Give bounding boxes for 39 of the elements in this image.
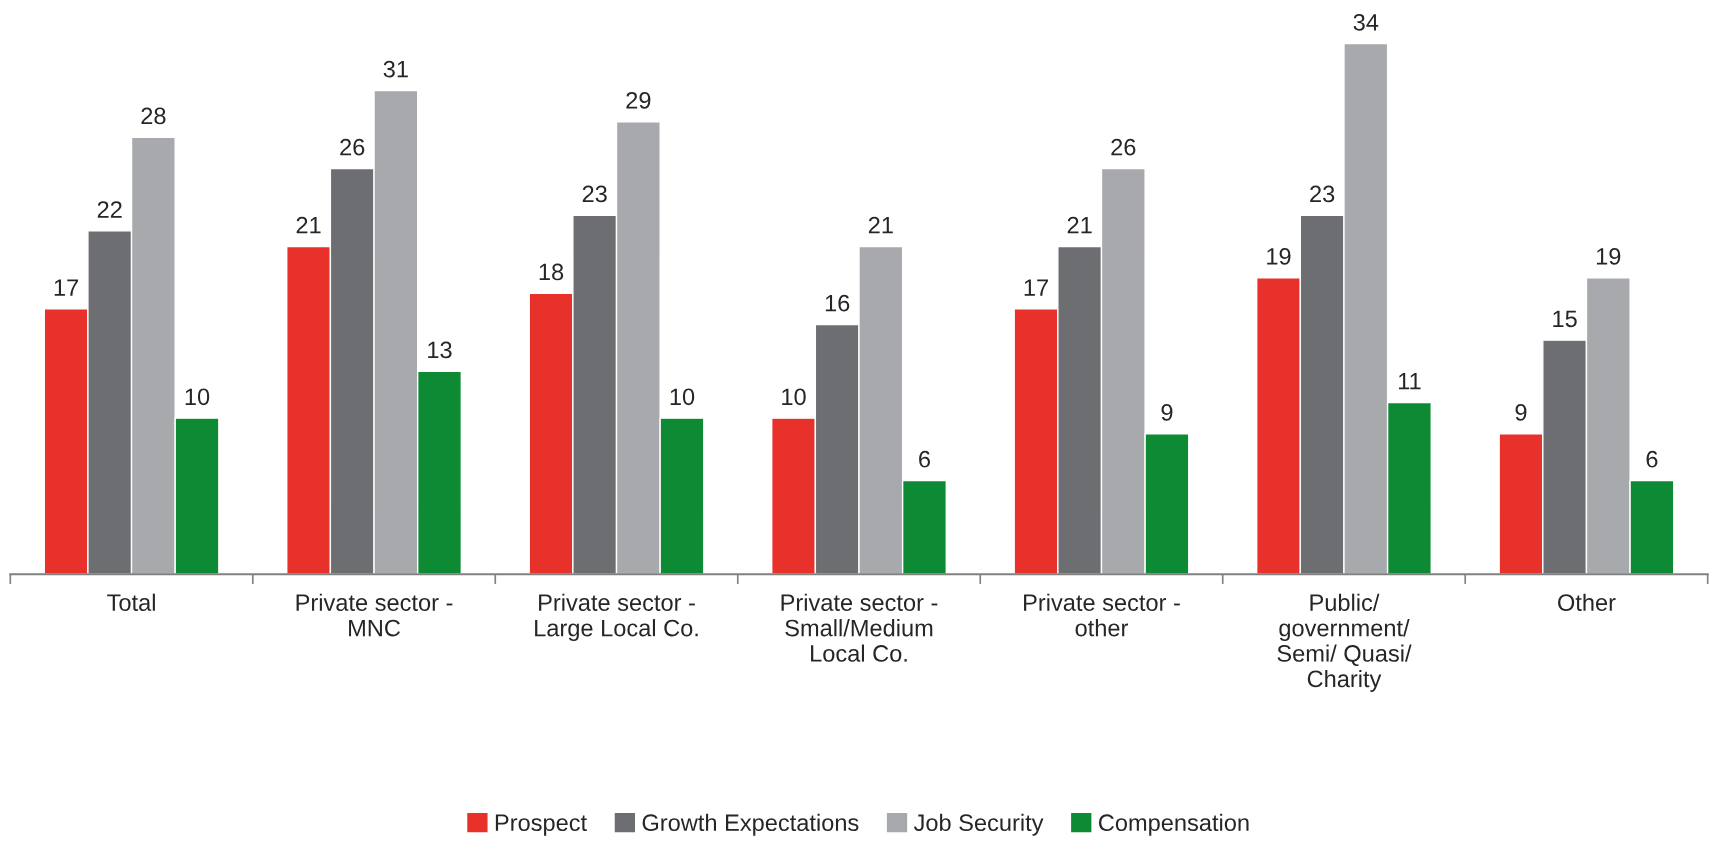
data-label: 16: [825, 294, 850, 312]
data-label: 23: [1310, 185, 1335, 203]
x-tick-label: Other: [1558, 593, 1616, 611]
data-label: 31: [383, 60, 408, 78]
x-tick-label: Private sector - other: [1024, 593, 1180, 637]
data-label: 18: [539, 263, 564, 281]
data-label: 9: [1515, 404, 1527, 421]
data-label: 6: [1646, 450, 1658, 468]
data-label: 10: [185, 388, 210, 406]
x-tick-label: Public/ government/ Semi/ Quasi/ Charity: [1277, 593, 1412, 692]
data-label: 21: [296, 216, 321, 234]
data-label: 13: [428, 341, 452, 359]
x-tick-label: Private sector - MNC: [296, 593, 453, 637]
data-label: 19: [1267, 248, 1291, 265]
x-tick-label: Private sector - Small/Medium Local Co.: [781, 593, 938, 662]
x-tick-label: Total: [107, 593, 155, 611]
data-label: 34: [1353, 13, 1379, 31]
data-label: 11: [1398, 373, 1421, 390]
data-label: 15: [1553, 310, 1577, 328]
data-label: 26: [340, 138, 365, 156]
data-label: 19: [1596, 248, 1621, 265]
data-label: 6: [919, 450, 930, 468]
data-label: 23: [582, 185, 607, 203]
data-label: 28: [141, 107, 166, 125]
data-label: 10: [782, 388, 806, 406]
x-tick-label: Private sector - Large Local Co.: [535, 593, 698, 642]
data-label: 17: [1024, 279, 1048, 296]
data-label: 17: [54, 279, 79, 296]
legend-label: Compensation: [1098, 813, 1249, 836]
data-label: 22: [97, 201, 122, 218]
data-label: 9: [1161, 404, 1173, 421]
data-label: 10: [670, 388, 695, 406]
data-label: 26: [1111, 138, 1136, 156]
data-label: 21: [868, 216, 893, 234]
data-label: 21: [1067, 216, 1092, 234]
legend-label: Job Security: [913, 813, 1044, 836]
data-label: 29: [626, 91, 651, 109]
legend-label: Prospect: [495, 814, 587, 836]
legend-label: Growth Expectations: [642, 813, 859, 836]
